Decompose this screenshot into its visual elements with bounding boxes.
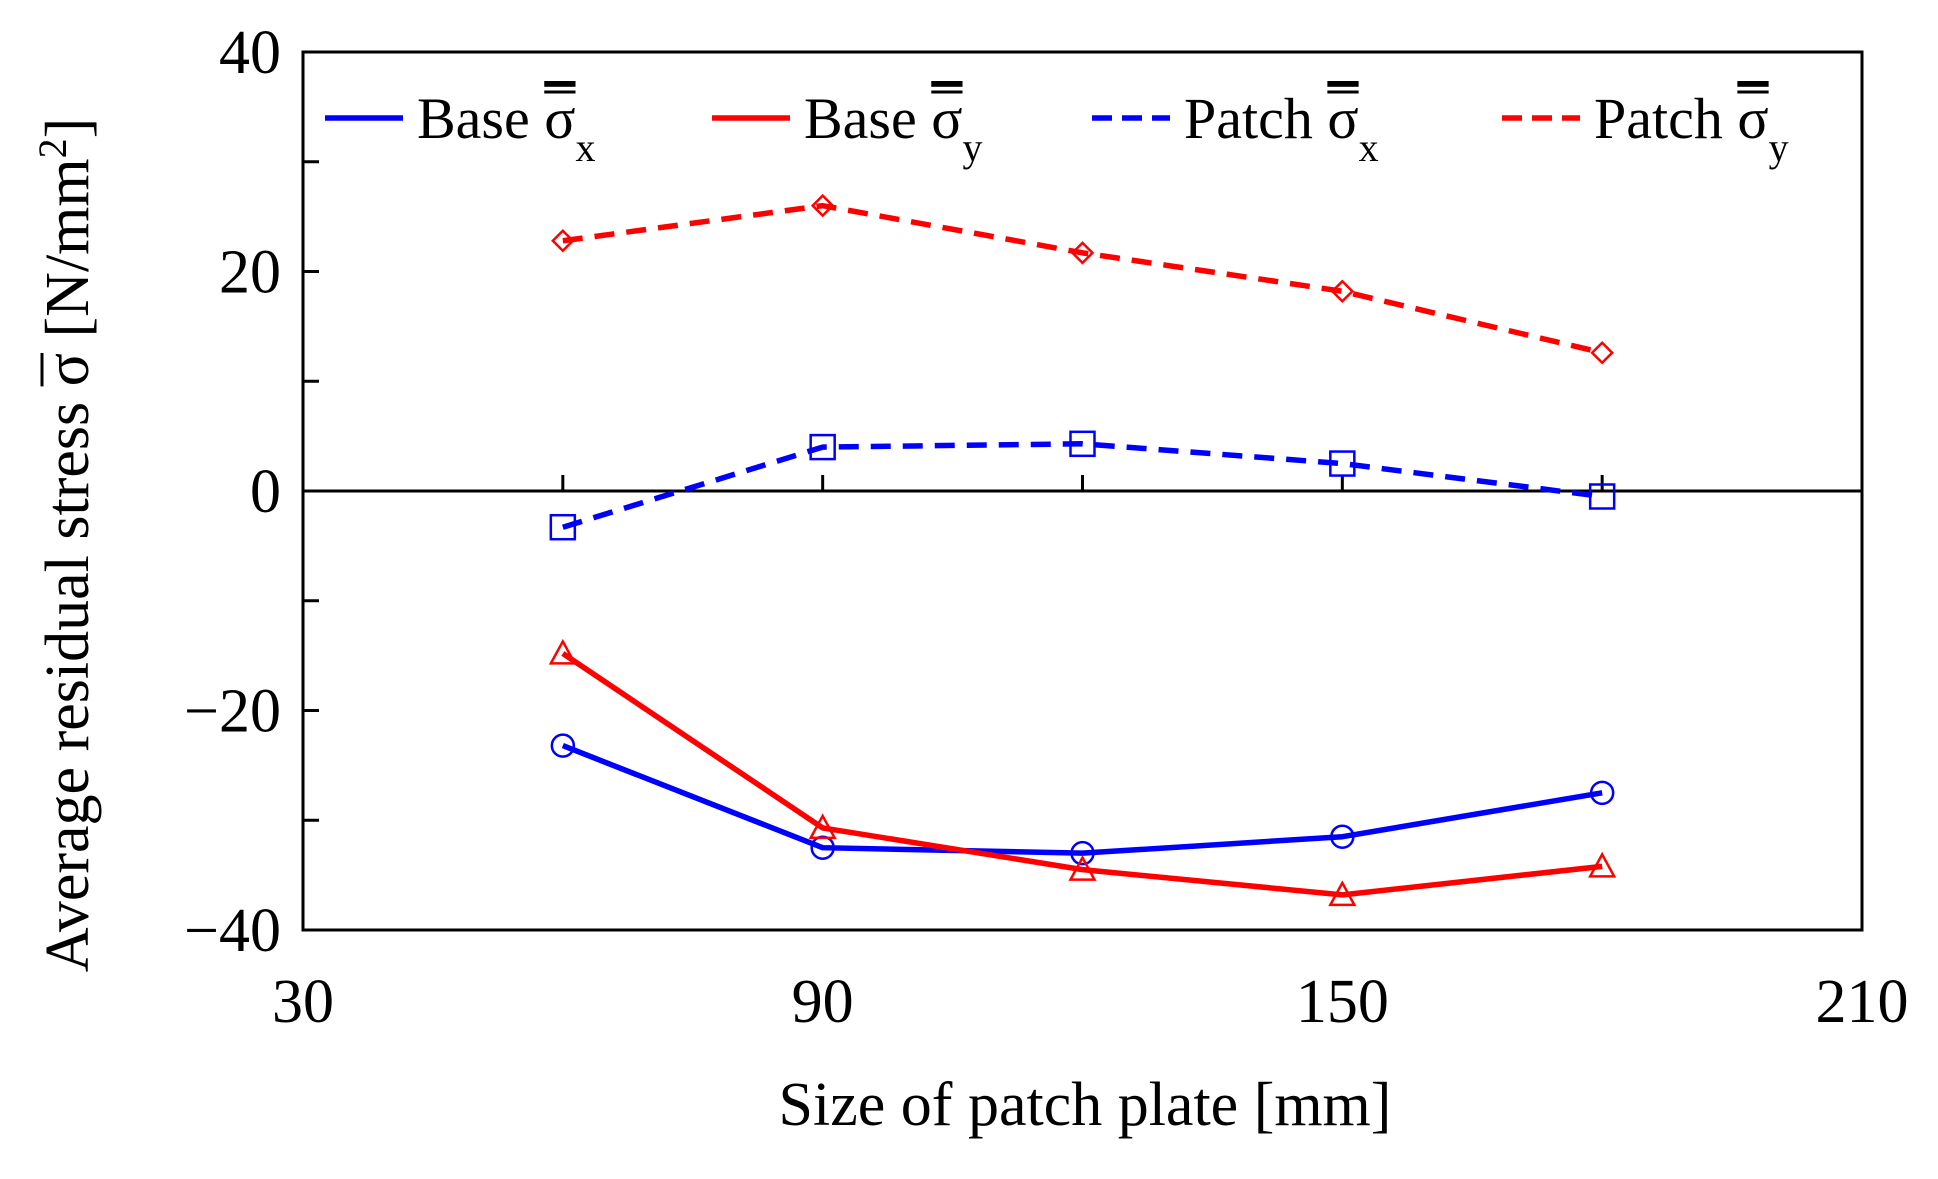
data-point: [1068, 855, 1097, 881]
legend: Base σx Base σy Patch σx Patch σy: [325, 86, 1789, 170]
series-base-σx: [550, 733, 1615, 866]
zero-line-layer: [303, 475, 1862, 493]
y-tick-label: 20: [219, 239, 281, 307]
y-tick-label: −20: [184, 678, 281, 746]
legend-label: Patch σx: [1184, 86, 1379, 170]
data-point: [1330, 279, 1355, 304]
y-axis-title: Average residual stress σ [N/mm2]: [30, 118, 103, 973]
series-line: [562, 202, 1603, 356]
series-layer: [548, 193, 1617, 907]
data-point: [810, 193, 835, 218]
series-patch-σx: [549, 430, 1616, 541]
x-axis-title: Size of patch plate [mm]: [779, 1071, 1392, 1139]
y-tick-label: 0: [250, 458, 281, 526]
data-point: [809, 433, 836, 461]
data-point: [1069, 430, 1096, 458]
legend-label: Base σx: [417, 86, 596, 170]
series-base-σy: [548, 638, 1617, 907]
data-point: [1330, 824, 1355, 849]
series-patch-σy: [551, 193, 1614, 365]
series-line: [561, 651, 1603, 898]
axis-ticks: −40 −20 0 20 40 30 90 150 210: [184, 19, 1908, 1036]
x-tick-label: 210: [1816, 968, 1909, 1036]
y-axis-title-text: Average residual stress σ [N/mm2]: [30, 118, 103, 973]
legend-label: Patch σy: [1594, 86, 1789, 170]
series-line: [561, 743, 1603, 856]
x-tick-label: 30: [272, 968, 334, 1036]
data-point: [1588, 483, 1616, 510]
data-point: [549, 513, 577, 541]
data-point: [808, 813, 837, 840]
data-point: [1589, 780, 1615, 806]
data-point: [1590, 340, 1614, 365]
x-tick-label: 90: [792, 968, 854, 1036]
data-point: [1329, 450, 1356, 477]
data-point: [550, 733, 576, 758]
series-line: [562, 441, 1603, 530]
data-point: [1328, 880, 1357, 907]
y-tick-label: −40: [184, 897, 281, 965]
data-point: [548, 638, 577, 665]
data-point: [551, 229, 575, 253]
data-point: [1070, 241, 1095, 265]
y-tick-label: 40: [219, 19, 281, 87]
data-point: [1588, 851, 1617, 878]
x-tick-label: 150: [1296, 968, 1389, 1036]
legend-label: Base σy: [804, 86, 983, 170]
data-point: [1070, 840, 1095, 866]
